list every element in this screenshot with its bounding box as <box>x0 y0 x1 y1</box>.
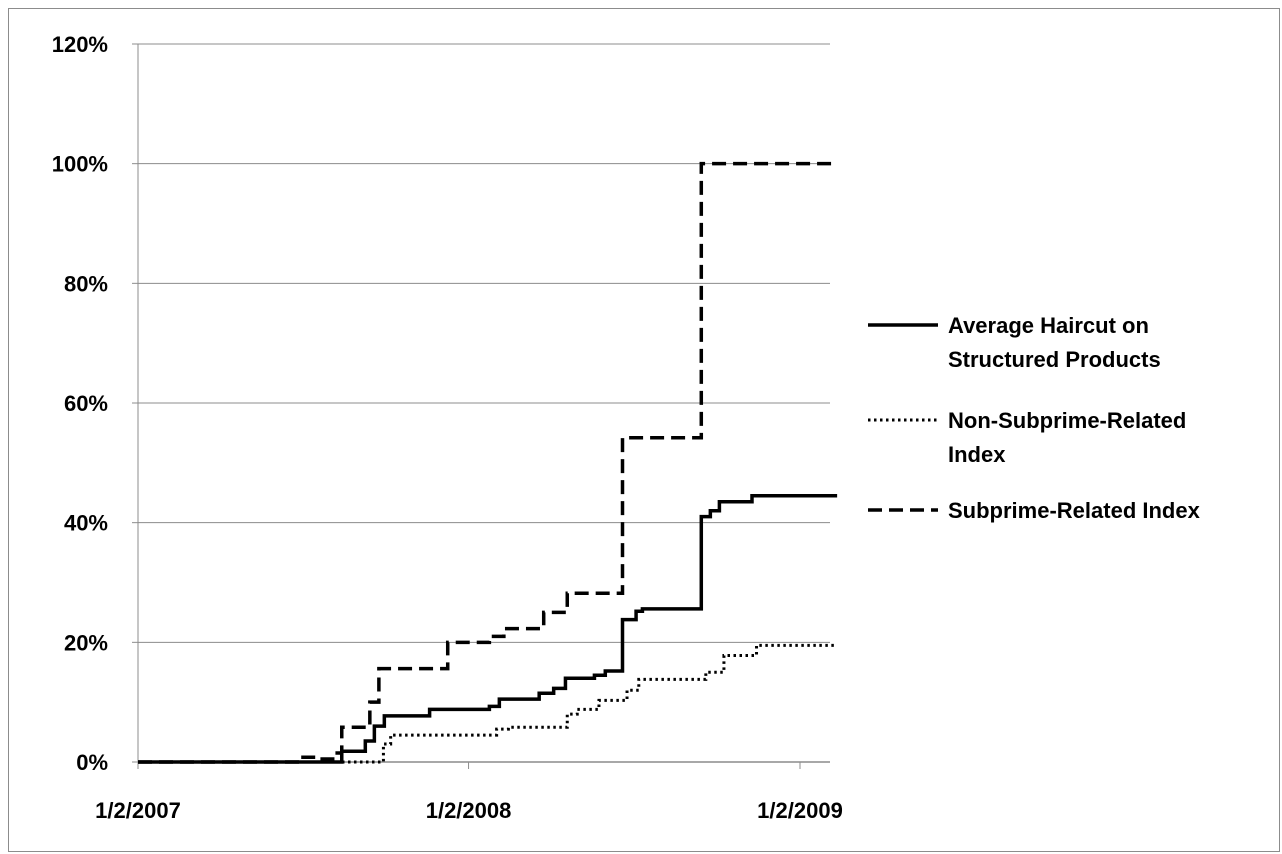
y-tick-label: 40% <box>64 511 108 536</box>
y-tick-label: 60% <box>64 391 108 416</box>
series-line-1 <box>138 493 838 764</box>
y-tick-label: 20% <box>64 630 108 655</box>
y-tick-label: 80% <box>64 271 108 296</box>
legend-label-1: Average Haircut on Structured Products <box>948 313 1161 372</box>
series-lines <box>138 161 838 764</box>
y-tick-label: 100% <box>52 152 108 177</box>
x-tick-label: 1/2/2007 <box>95 798 181 823</box>
legend-label-3: Subprime-Related Index <box>948 498 1201 523</box>
x-tick-label: 1/2/2009 <box>757 798 843 823</box>
x-tick-label: 1/2/2008 <box>426 798 512 823</box>
series-line-3 <box>138 161 838 764</box>
y-tick-label: 0% <box>76 750 108 775</box>
legend-label-2: Non-Subprime-Related Index <box>948 408 1186 467</box>
grid-lines <box>138 43 830 643</box>
tick-labels: 0% 20% 40% 60% 80% 100% 120% 1/2/2007 1/2/2008 1/… <box>52 32 843 823</box>
axes <box>132 43 830 769</box>
chart-frame <box>8 8 1280 852</box>
series-line-2 <box>138 643 838 764</box>
y-tick-label: 120% <box>52 32 108 57</box>
legend: Average Haircut on Structured Products Non… <box>868 313 1201 523</box>
